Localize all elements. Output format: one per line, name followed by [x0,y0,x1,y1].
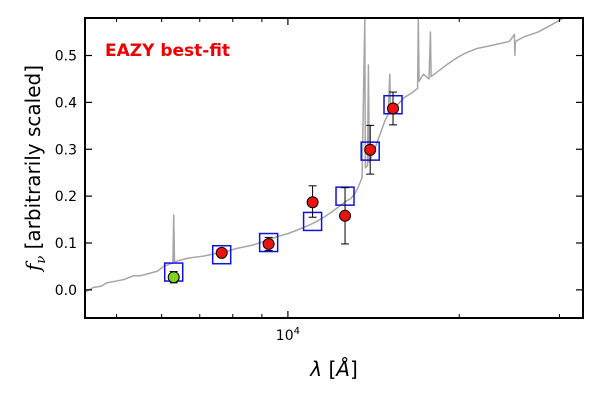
y-tick-label: 0.4 [55,95,77,111]
observed-point-3 [262,237,275,250]
y-tick-label: 0.2 [55,189,77,205]
observed-point-7 [387,102,400,115]
observed-point-5 [339,209,352,222]
observed-point-4 [306,196,319,209]
y-axis: 0.0 0.1 0.2 0.3 0.4 0.5 [55,49,583,299]
observed-point-6 [364,143,377,156]
y-axis-title: fν [arbitrarily scaled] [21,65,49,273]
y-tick-label: 0.5 [55,49,77,65]
x-tick-label: 104 [276,326,300,344]
observed-point-2 [215,246,228,259]
model-photometry-box-3 [258,232,279,253]
plot-frame [84,17,584,319]
x-axis: 104 [116,18,560,344]
sed-template-line [85,18,567,293]
observed-point-1 [167,271,180,284]
y-tick-label: 0.3 [55,142,77,158]
plot-area [84,17,584,319]
model-photometry-box-2 [211,244,232,265]
x-axis-title: λ [Å] [309,357,358,381]
y-tick-label: 0.0 [55,283,77,299]
annotation-label: EAZY best-fit [105,41,230,61]
y-tick-label: 0.1 [55,236,77,252]
